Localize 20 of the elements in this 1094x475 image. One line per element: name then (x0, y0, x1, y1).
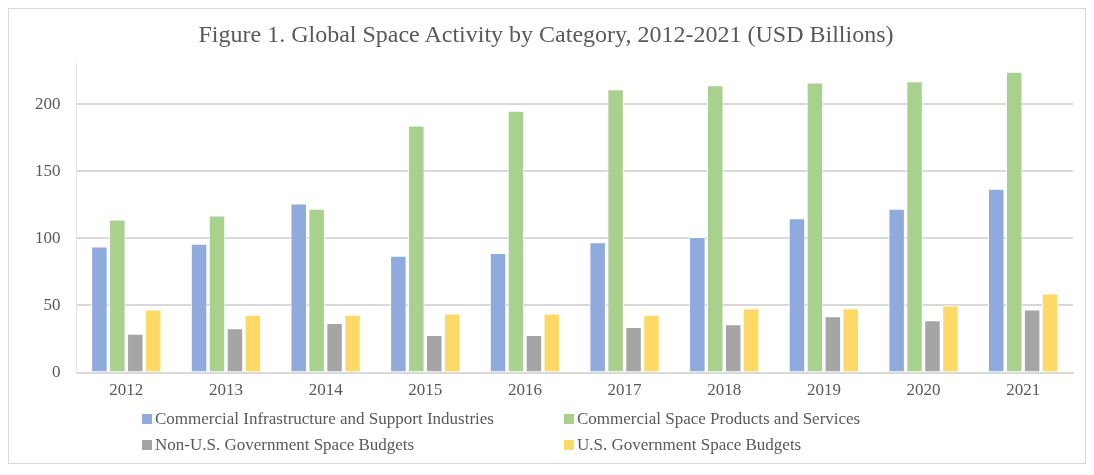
y-tick-label: 50 (43, 294, 61, 314)
legend-label: U.S. Government Space Budgets (576, 435, 802, 455)
y-tick-label: 200 (35, 93, 61, 113)
legend-label: Commercial Infrastructure and Support Industries (155, 409, 494, 429)
y-tick-label: 100 (35, 227, 61, 247)
y-tick-label: 150 (35, 160, 61, 180)
x-tick-label: 2020 (906, 380, 941, 400)
chart-title: Figure 1. Global Space Activity by Category, 2012-2021 (USD Billions) (198, 20, 894, 47)
legend-label: Non-U.S. Government Space Budgets (155, 435, 415, 455)
y-tick-label: 0 (52, 362, 61, 382)
legend-label: Commercial Space Products and Services (576, 409, 861, 429)
x-tick-label: 2021 (1006, 380, 1041, 400)
x-tick-label: 2017 (607, 380, 643, 400)
x-tick-label: 2014 (308, 380, 344, 400)
x-tick-label: 2012 (109, 380, 144, 400)
x-tick-label: 2015 (408, 380, 443, 400)
x-tick-label: 2016 (507, 380, 542, 400)
x-tick-label: 2018 (707, 380, 742, 400)
x-tick-label: 2013 (208, 380, 243, 400)
x-tick-label: 2019 (806, 380, 841, 400)
